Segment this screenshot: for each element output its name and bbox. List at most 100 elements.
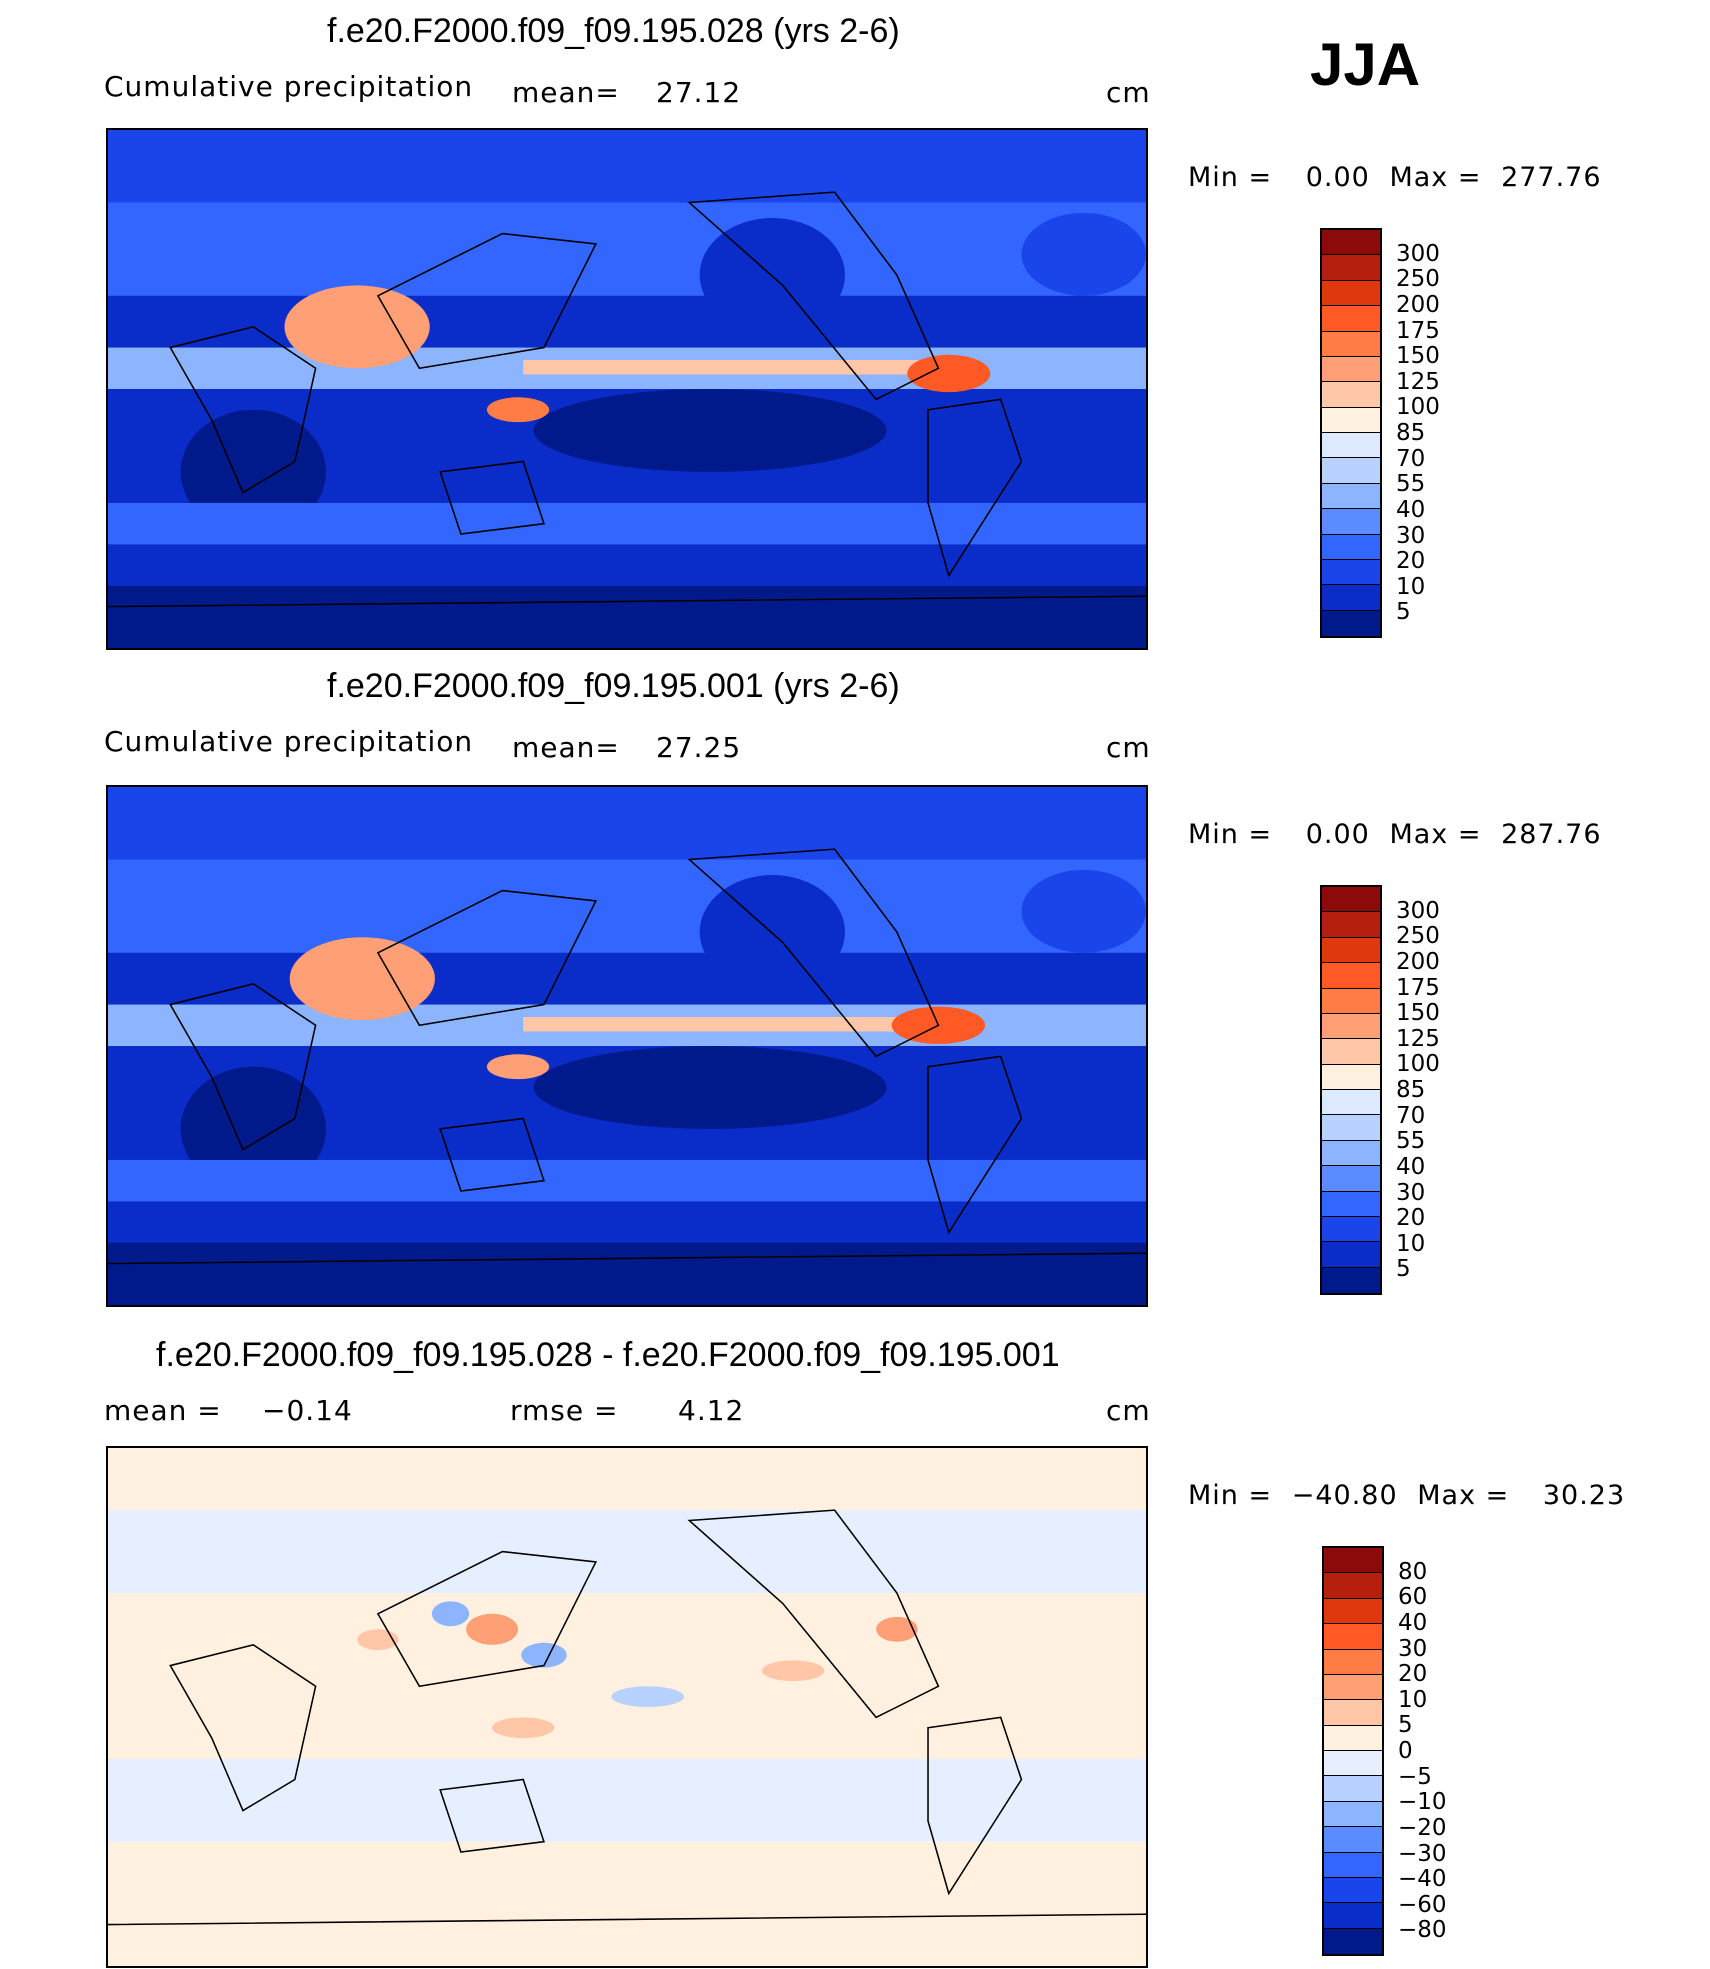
colorbar-swatch bbox=[1324, 1776, 1382, 1802]
variable-label: Cumulative precipitation bbox=[104, 725, 474, 758]
min-label: Min = bbox=[1188, 819, 1273, 850]
colorbar-swatch bbox=[1322, 610, 1380, 636]
max-label: Max = bbox=[1389, 162, 1482, 193]
colorbar-tick-label: 175 bbox=[1396, 974, 1440, 1001]
colorbar-tick-label: 200 bbox=[1396, 948, 1440, 975]
colorbar-swatch bbox=[1324, 1827, 1382, 1853]
max-label: Max = bbox=[1389, 819, 1482, 850]
map-pos-anomaly bbox=[876, 1616, 918, 1642]
map-band-sh bbox=[108, 1758, 1146, 1842]
colorbar-tick-label: 175 bbox=[1396, 317, 1440, 344]
map-dry-satl bbox=[180, 1066, 326, 1192]
colorbar bbox=[1320, 228, 1382, 638]
colorbar-tick-label: 20 bbox=[1396, 1205, 1426, 1232]
colorbar-swatch bbox=[1324, 1903, 1382, 1929]
colorbar-swatch bbox=[1324, 1548, 1382, 1574]
min-value: −40.80 bbox=[1291, 1480, 1398, 1511]
colorbar-swatch bbox=[1324, 1700, 1382, 1726]
colorbar-tick-label: 5 bbox=[1396, 599, 1411, 626]
map-dry-natl bbox=[1021, 869, 1146, 953]
coastlines bbox=[108, 848, 1146, 1265]
map-band-nh-midlat bbox=[108, 859, 1146, 953]
units-label: cm bbox=[1106, 1394, 1151, 1427]
colorbar-swatch bbox=[1324, 1649, 1382, 1675]
panel-model-028: f.e20.F2000.f09_f09.195.028 (yrs 2-6) Cu… bbox=[0, 0, 1710, 660]
colorbar-swatch bbox=[1322, 534, 1380, 560]
colorbar-tick-label: 30 bbox=[1396, 1179, 1426, 1206]
colorbar-swatch bbox=[1322, 1191, 1380, 1217]
colorbar-tick-label: 10 bbox=[1398, 1686, 1428, 1713]
colorbar-swatch bbox=[1322, 585, 1380, 611]
map-band-nh-midlat bbox=[108, 202, 1146, 296]
map-band-antarctic bbox=[108, 1242, 1146, 1305]
panel-difference: f.e20.F2000.f09_f09.195.028 - f.e20.F200… bbox=[0, 1318, 1710, 1969]
colorbar-swatch bbox=[1324, 1852, 1382, 1878]
map-pos-anomaly bbox=[357, 1629, 399, 1651]
min-label: Min = bbox=[1188, 162, 1273, 193]
colorbar-swatch bbox=[1322, 1039, 1380, 1065]
colorbar-tick-label: −80 bbox=[1398, 1917, 1447, 1944]
colorbar-tick-label: 55 bbox=[1396, 471, 1426, 498]
map-band-nh bbox=[108, 1510, 1146, 1594]
colorbar-swatch bbox=[1322, 382, 1380, 408]
colorbar-swatch bbox=[1322, 255, 1380, 281]
season-label: JJA bbox=[1310, 31, 1421, 98]
colorbar-swatch bbox=[1324, 1751, 1382, 1777]
map-neg-anomaly bbox=[521, 1642, 567, 1668]
colorbar-tick-label: 300 bbox=[1396, 897, 1440, 924]
colorbar bbox=[1320, 885, 1382, 1295]
colorbar-tick-label: 40 bbox=[1396, 1153, 1426, 1180]
colorbar-swatch bbox=[1322, 1140, 1380, 1167]
colorbar-swatch bbox=[1324, 1928, 1382, 1954]
max-value: 30.23 bbox=[1542, 1480, 1626, 1511]
colorbar-tick-label: 20 bbox=[1398, 1661, 1428, 1688]
difference-map bbox=[106, 1446, 1148, 1968]
map-neg-anomaly bbox=[611, 1686, 685, 1707]
colorbar-swatch bbox=[1324, 1725, 1382, 1751]
map-dry-npac bbox=[699, 218, 845, 333]
colorbar-tick-label: 85 bbox=[1396, 1077, 1426, 1103]
colorbar-tick-label: 70 bbox=[1396, 1102, 1426, 1129]
colorbar-tick-label: 70 bbox=[1396, 445, 1426, 472]
map-dry-sepac bbox=[533, 389, 887, 472]
precip-map bbox=[106, 128, 1148, 650]
map-band-arctic bbox=[108, 130, 1146, 203]
map-dry-natl bbox=[1021, 212, 1146, 296]
map-maritime-max bbox=[486, 1054, 550, 1080]
colorbar-swatch bbox=[1322, 963, 1380, 989]
map-band-antarctic bbox=[108, 585, 1146, 648]
colorbar-swatch bbox=[1322, 1267, 1380, 1293]
panel-model-001: f.e20.F2000.f09_f09.195.001 (yrs 2-6) Cu… bbox=[0, 655, 1710, 1315]
min-max-readout: Min = 0.00 Max = 287.76 bbox=[1188, 819, 1602, 850]
min-value: 0.00 bbox=[1305, 819, 1370, 850]
colorbar-tick-label: 40 bbox=[1396, 496, 1426, 523]
precip-map-svg bbox=[108, 130, 1146, 648]
colorbar-swatch bbox=[1324, 1801, 1382, 1828]
colorbar-swatch bbox=[1322, 483, 1380, 510]
colorbar-tick-label: −5 bbox=[1398, 1763, 1432, 1790]
colorbar-tick-label: 85 bbox=[1396, 420, 1426, 446]
mean-value: 27.25 bbox=[656, 731, 742, 764]
colorbar-swatch bbox=[1322, 887, 1380, 913]
colorbar-swatch bbox=[1322, 559, 1380, 586]
map-maritime-max bbox=[486, 397, 550, 423]
max-value: 287.76 bbox=[1501, 819, 1602, 850]
rmse-value: 4.12 bbox=[678, 1394, 745, 1427]
colorbar-tick-label: 100 bbox=[1396, 1051, 1440, 1078]
colorbar-tick-label: 125 bbox=[1396, 368, 1440, 395]
mean-label: mean = bbox=[104, 1394, 222, 1427]
colorbar-swatch bbox=[1322, 937, 1380, 964]
colorbar-tick-label: 200 bbox=[1396, 291, 1440, 318]
precip-map-svg bbox=[108, 787, 1146, 1305]
colorbar-labels: 300 250 200 175 150 125 100 85 70 55 40 30 20 10 5 bbox=[1396, 228, 1496, 638]
mean-value: 27.12 bbox=[656, 76, 742, 109]
map-monsoon bbox=[289, 937, 435, 1021]
units-label: cm bbox=[1106, 731, 1151, 764]
colorbar-swatch bbox=[1322, 988, 1380, 1014]
colorbar-swatch bbox=[1322, 1166, 1380, 1192]
min-label: Min = bbox=[1188, 1480, 1273, 1511]
colorbar-tick-label: 125 bbox=[1396, 1025, 1440, 1052]
colorbar-tick-label: 0 bbox=[1398, 1738, 1413, 1764]
colorbar-swatch bbox=[1324, 1674, 1382, 1701]
colorbar-swatch bbox=[1322, 433, 1380, 459]
